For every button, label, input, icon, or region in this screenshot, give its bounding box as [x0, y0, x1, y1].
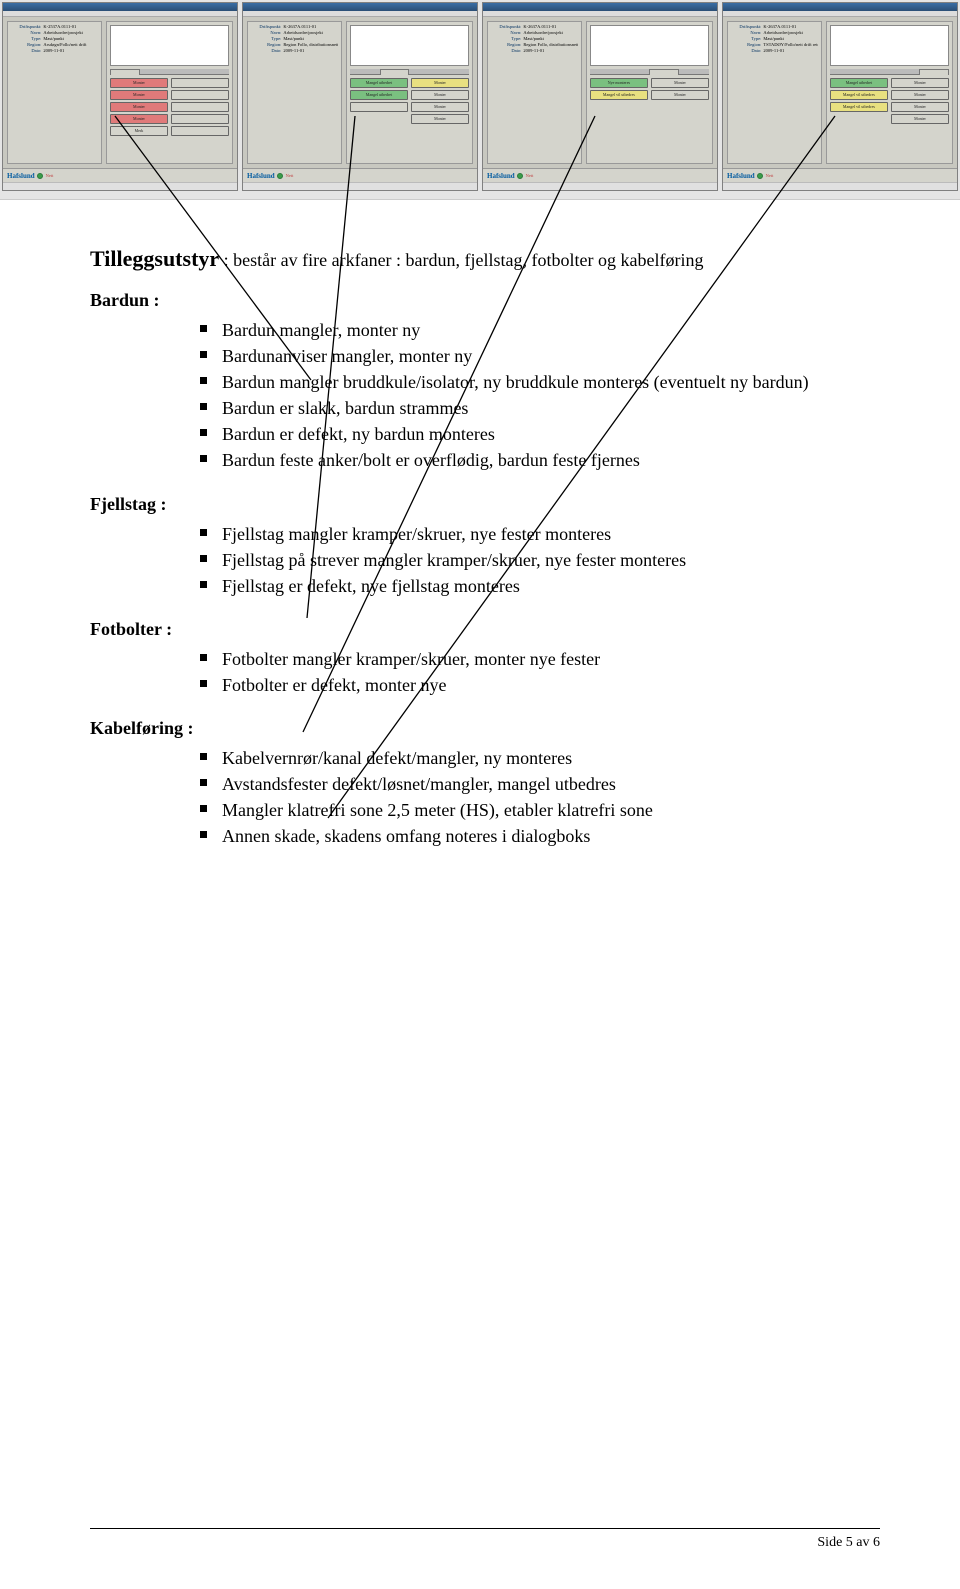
- section: Fotbolter : Fotbolter mangler kramper/skr…: [90, 619, 880, 698]
- list-item: Fotbolter mangler kramper/skruer, monter…: [200, 646, 880, 672]
- list-item: Bardun er slakk, bardun strammes: [200, 395, 880, 421]
- section: Kabelføring : Kabelvernrør/kanal defekt/m…: [90, 718, 880, 849]
- list-item: Kabelvernrør/kanal defekt/mangler, ny mo…: [200, 745, 880, 771]
- brand-logo: HafslundNett: [3, 168, 237, 182]
- brand-logo: HafslundNett: [723, 168, 957, 182]
- brand-logo: HafslundNett: [243, 168, 477, 182]
- action-button[interactable]: Monter: [891, 78, 949, 88]
- action-button[interactable]: [350, 102, 408, 112]
- action-button[interactable]: Monter: [411, 114, 469, 124]
- document-body: Tilleggsutstyr : består av fire arkfaner…: [0, 200, 960, 889]
- list-item: Fjellstag mangler kramper/skruer, nye fe…: [200, 521, 880, 547]
- list-item: Bardun feste anker/bolt er overflødig, b…: [200, 447, 880, 473]
- action-button[interactable]: Monter: [411, 102, 469, 112]
- list-item: Bardun mangler, monter ny: [200, 317, 880, 343]
- action-button[interactable]: Monter: [891, 90, 949, 100]
- list-item: Mangler klatrefri sone 2,5 meter (HS), e…: [200, 797, 880, 823]
- action-button[interactable]: Mangel vil utbedres: [590, 90, 648, 100]
- section-label: Kabelføring :: [90, 718, 880, 739]
- action-button[interactable]: Monter: [651, 90, 709, 100]
- list-item: Bardun mangler bruddkule/isolator, ny br…: [200, 369, 880, 395]
- list-item: Fjellstag på strever mangler kramper/skr…: [200, 547, 880, 573]
- bullet-list: Fotbolter mangler kramper/skruer, monter…: [200, 646, 880, 698]
- app-window: Driftspunkt:K-2637A.0111-01Navn:Arbeidso…: [482, 2, 718, 191]
- bullet-list: Kabelvernrør/kanal defekt/mangler, ny mo…: [200, 745, 880, 849]
- action-button[interactable]: Monter: [411, 90, 469, 100]
- action-button[interactable]: Monter: [411, 78, 469, 88]
- action-button[interactable]: Monter: [891, 114, 949, 124]
- screenshot-strip: Driftspunkt:K-2537A.0111-01Navn:Arbeidso…: [0, 0, 960, 200]
- action-button[interactable]: Monter: [651, 78, 709, 88]
- action-button[interactable]: Mangel utbedret: [350, 90, 408, 100]
- heading-bold: Tilleggsutstyr: [90, 246, 219, 271]
- bullet-list: Fjellstag mangler kramper/skruer, nye fe…: [200, 521, 880, 599]
- list-item: Bardunanviser mangler, monter ny: [200, 343, 880, 369]
- action-button[interactable]: [171, 102, 229, 112]
- action-button[interactable]: Monter: [110, 78, 168, 88]
- section-label: Fjellstag :: [90, 494, 880, 515]
- heading-rest: : består av fire arkfaner : bardun, fjel…: [219, 250, 703, 270]
- section: Bardun : Bardun mangler, monter nyBarduna…: [90, 290, 880, 474]
- action-button[interactable]: [171, 114, 229, 124]
- action-button[interactable]: Monter: [110, 102, 168, 112]
- list-item: Annen skade, skadens omfang noteres i di…: [200, 823, 880, 849]
- action-button[interactable]: Mangel utbedret: [350, 78, 408, 88]
- page-number: Side 5 av 6: [817, 1535, 880, 1551]
- footer-rule: [90, 1528, 880, 1529]
- section: Fjellstag : Fjellstag mangler kramper/skr…: [90, 494, 880, 599]
- bullet-list: Bardun mangler, monter nyBardunanviser m…: [200, 317, 880, 474]
- main-heading: Tilleggsutstyr : består av fire arkfaner…: [90, 246, 880, 272]
- section-label: Fotbolter :: [90, 619, 880, 640]
- list-item: Bardun er defekt, ny bardun monteres: [200, 421, 880, 447]
- app-window: Driftspunkt:K-2637A.0111-01Navn:Arbeidso…: [242, 2, 478, 191]
- action-button[interactable]: [171, 90, 229, 100]
- action-button[interactable]: [171, 126, 229, 136]
- action-button[interactable]: Mangel vil utbedres: [830, 90, 888, 100]
- action-button[interactable]: Monter: [110, 114, 168, 124]
- action-button[interactable]: Mangel utbedret: [830, 78, 888, 88]
- action-button[interactable]: Mangel vil utbedres: [830, 102, 888, 112]
- action-button[interactable]: Monter: [891, 102, 949, 112]
- action-button[interactable]: Merk: [110, 126, 168, 136]
- action-button[interactable]: [171, 78, 229, 88]
- list-item: Fjellstag er defekt, nye fjellstag monte…: [200, 573, 880, 599]
- list-item: Avstandsfester defekt/løsnet/mangler, ma…: [200, 771, 880, 797]
- brand-logo: HafslundNett: [483, 168, 717, 182]
- section-label: Bardun :: [90, 290, 880, 311]
- app-window: Driftspunkt:K-2537A.0111-01Navn:Arbeidso…: [2, 2, 238, 191]
- app-window: Driftspunkt:K-2637A.0111-01Navn:Arbeidso…: [722, 2, 958, 191]
- action-button[interactable]: Monter: [110, 90, 168, 100]
- list-item: Fotbolter er defekt, monter nye: [200, 672, 880, 698]
- action-button[interactable]: Nye monteres: [590, 78, 648, 88]
